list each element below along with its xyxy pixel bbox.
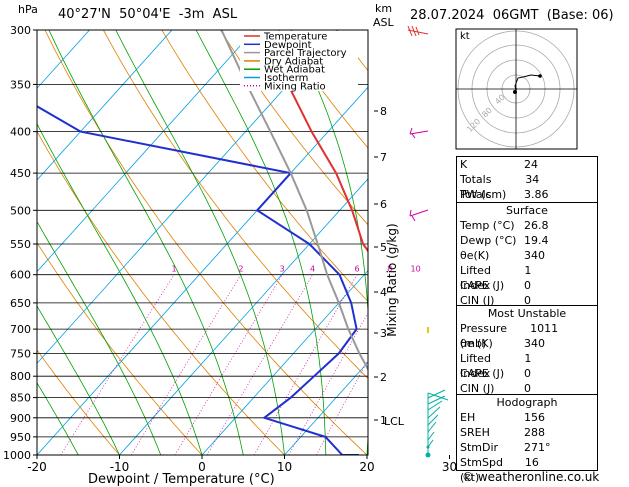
x-axis-label: Dewpoint / Temperature (°C) — [88, 472, 275, 487]
pressure-tick-label: 750 — [10, 347, 31, 360]
most-unstable-row: Pressure (mb)1011 — [457, 321, 597, 336]
pressure-tick-label: 700 — [10, 323, 31, 336]
km-label: km — [375, 2, 392, 15]
lcl-label: LCL — [384, 415, 405, 428]
pressure-tick-label: 650 — [10, 297, 31, 310]
surface-row: θe(K)340 — [457, 248, 597, 263]
dry-adiabat — [45, 30, 367, 455]
temperature-tick-label: -20 — [27, 460, 47, 474]
pressure-tick-label: 600 — [10, 269, 31, 282]
mixing-ratio-line — [131, 275, 241, 455]
isotherm — [599, 18, 629, 472]
pressure-tick-label: 450 — [10, 167, 31, 180]
legend-label: Mixing Ratio — [264, 81, 326, 92]
mixing-ratio-line — [175, 275, 282, 455]
mixing-ratio-label: 4 — [310, 265, 315, 274]
surface-title: Surface — [457, 203, 597, 218]
location-title: 40°27'N 50°04'E -3m ASL — [58, 7, 237, 22]
most-unstable-row: CAPE (J)0 — [457, 366, 597, 381]
pressure-tick-label: 950 — [10, 431, 31, 444]
hpa-label: hPa — [18, 3, 38, 16]
mixing-ratio-line — [254, 275, 357, 455]
temperature-tick-label: 10 — [277, 460, 292, 474]
surface-table: Surface Temp (°C)26.8 Dewp (°C)19.4 θe(K… — [456, 202, 598, 309]
surface-row: Temp (°C)26.8 — [457, 218, 597, 233]
height-tick-label: 8 — [380, 105, 387, 118]
mixing-ratio-line — [368, 275, 464, 455]
pressure-tick-label: 300 — [10, 24, 31, 37]
mixing-ratio-axis-label: Mixing Ratio (g/kg) — [385, 223, 399, 336]
wind-barbs — [408, 26, 448, 458]
surface-row: Dewp (°C)19.4 — [457, 233, 597, 248]
height-tick-label: 6 — [380, 198, 387, 211]
temperature-tick-label: 30 — [442, 460, 457, 474]
mixing-ratio-label: 2 — [238, 265, 243, 274]
hodograph-kt-label: kt — [460, 31, 470, 42]
copyright-footer: © weatheronline.co.uk — [462, 470, 599, 484]
pressure-tick-label: 500 — [10, 204, 31, 217]
mixing-ratio-label: 10 — [411, 265, 421, 274]
mixing-ratio-label: 3 — [280, 265, 285, 274]
most-unstable-title: Most Unstable — [457, 306, 597, 321]
pressure-tick-label: 850 — [10, 392, 31, 405]
most-unstable-table: Most Unstable Pressure (mb)1011 θe (K)34… — [456, 305, 598, 397]
height-tick-label: 2 — [380, 371, 387, 384]
pressure-tick-label: 400 — [10, 126, 31, 139]
pressure-tick-label: 350 — [10, 78, 31, 91]
index-row-pw: PW (cm)3.86 — [457, 187, 597, 202]
pressure-tick-label: 550 — [10, 238, 31, 251]
hodograph-row: StmSpd (kt)16 — [457, 455, 597, 470]
asl-label: ASL — [373, 16, 394, 29]
mixing-ratio-line — [61, 275, 174, 455]
mixing-ratio-label: 1 — [172, 265, 177, 274]
pressure-axis: 300 350 400 450 500 550 600 650 700 750 800 850 900 9… — [3, 24, 37, 462]
surface-row: CAPE (J)0 — [457, 278, 597, 293]
dry-adiabat — [0, 30, 285, 455]
pressure-tick-label: 800 — [10, 370, 31, 383]
mixing-ratio-label: 6 — [354, 265, 359, 274]
hodograph-table-title: Hodograph — [457, 395, 597, 410]
datetime-title: 28.07.2024 06GMT (Base: 06) — [410, 8, 614, 23]
pressure-tick-label: 900 — [10, 412, 31, 425]
temperature-tick-label: 20 — [359, 460, 374, 474]
most-unstable-row: θe (K)340 — [457, 336, 597, 351]
height-tick-label: 7 — [380, 151, 387, 164]
